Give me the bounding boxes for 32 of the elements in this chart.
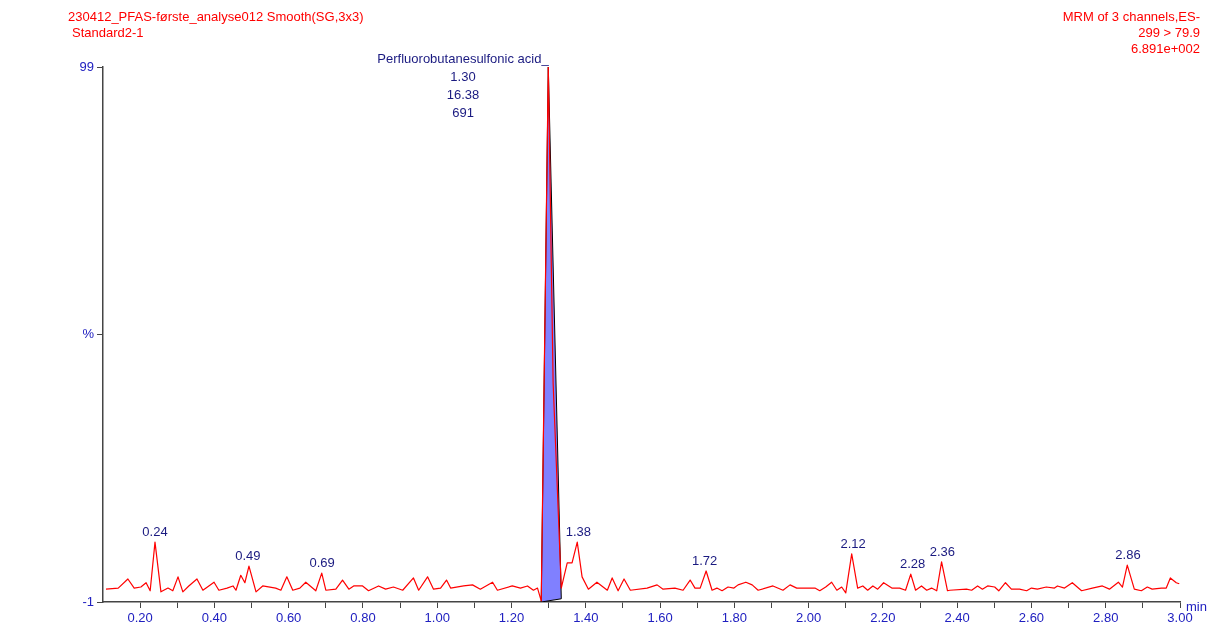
x-tick-label: 0.80 [350, 610, 376, 626]
x-tick-label: 1.80 [721, 610, 747, 626]
annotation: 2.12 [840, 535, 866, 551]
x-tick-label: 2.20 [870, 610, 896, 626]
annotation: 2.28 [899, 556, 926, 572]
annotation: 0.24 [142, 524, 168, 540]
x-tick-label: 2.60 [1018, 610, 1045, 626]
x-tick-label: 0.20 [127, 610, 153, 626]
x-tick-label: 0.40 [201, 610, 228, 626]
x-tick-label: 0.60 [276, 610, 302, 626]
x-tick-label: 1.00 [424, 610, 450, 626]
chart-subtitle: Standard2-1 [72, 25, 144, 41]
annotation: 1.72 [691, 553, 718, 569]
x-tick-label: 1.20 [498, 610, 525, 626]
x-tick-label: 2.00 [795, 610, 822, 626]
y-tick-label: 99 [79, 58, 94, 74]
y-tick-label: % [82, 326, 95, 342]
annotation: 0.49 [235, 548, 261, 564]
x-tick-label: 2.40 [944, 610, 970, 626]
annotation: 2.36 [929, 543, 955, 559]
x-tick-label: 2.80 [1093, 610, 1119, 626]
x-tick-label: 1.60 [647, 610, 673, 626]
y-tick-label: -1 [82, 593, 94, 609]
annotation: 1.38 [565, 524, 592, 540]
x-tick-label: 1.40 [573, 610, 599, 626]
annotation: 2.86 [1115, 547, 1141, 563]
chart-title: 230412_PFAS-første_analyse012 Smooth(SG,3x3) [68, 9, 364, 25]
text: 299 > 79.9 [1137, 25, 1200, 41]
text: MRM of 3 channels,ES- [1062, 9, 1200, 25]
text: 6.891e+002 [1129, 41, 1200, 57]
annotation: Perfluorobutanesulfonic acid_ 1.30 16.38 691 [377, 51, 550, 121]
annotation: 0.69 [309, 555, 335, 571]
